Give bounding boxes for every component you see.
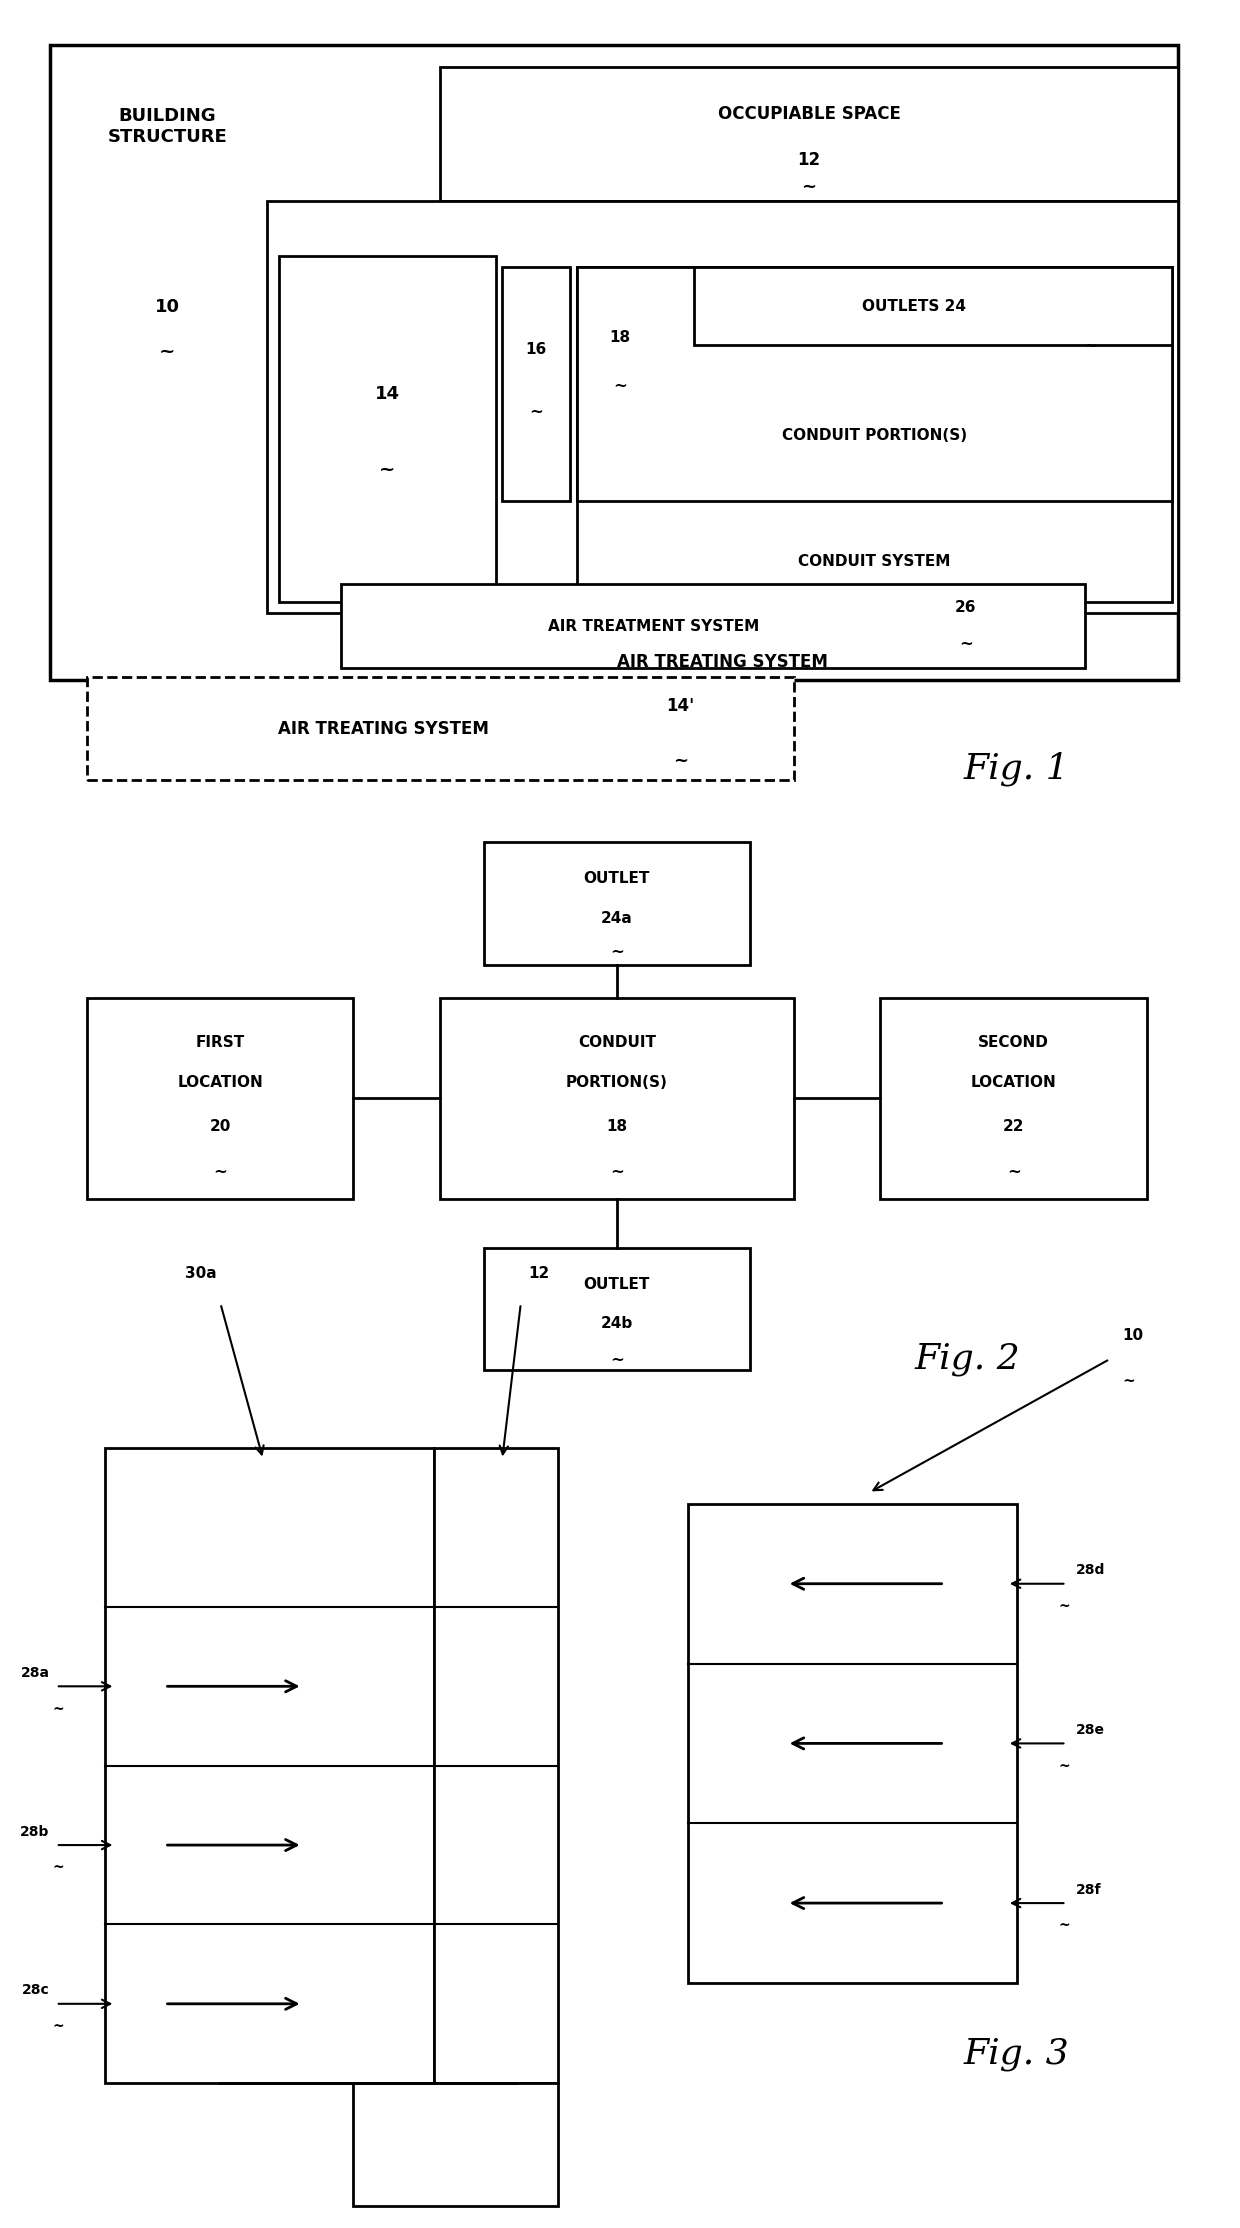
Text: OUTLET: OUTLET: [584, 1277, 650, 1292]
Bar: [341, 584, 1085, 668]
Text: ~: ~: [610, 1352, 624, 1368]
Text: Fig. 3: Fig. 3: [963, 2036, 1070, 2072]
Text: LOCATION: LOCATION: [177, 1074, 263, 1089]
Text: 10: 10: [155, 299, 180, 316]
Text: 28c: 28c: [22, 1983, 50, 1999]
Bar: [577, 267, 1172, 501]
Text: ~: ~: [673, 753, 688, 771]
Text: 30a: 30a: [185, 1266, 217, 1281]
Bar: [502, 267, 570, 501]
Text: CONDUIT PORTION(S): CONDUIT PORTION(S): [781, 428, 967, 443]
Bar: [440, 998, 794, 1199]
Bar: [87, 998, 353, 1199]
Text: 28e: 28e: [1076, 1722, 1105, 1738]
Text: AIR TREATING SYSTEM: AIR TREATING SYSTEM: [616, 653, 828, 671]
Bar: [353, 2083, 558, 2206]
Text: 24b: 24b: [600, 1317, 634, 1330]
Text: ~: ~: [52, 1860, 64, 1874]
Text: 18: 18: [609, 330, 631, 345]
Text: 20: 20: [210, 1118, 231, 1134]
Text: OUTLETS 24: OUTLETS 24: [862, 299, 966, 314]
Text: 12: 12: [797, 152, 821, 169]
Text: 12: 12: [528, 1266, 551, 1281]
Text: AIR TREATING SYSTEM: AIR TREATING SYSTEM: [278, 720, 489, 737]
Bar: [50, 45, 1178, 680]
Text: ~: ~: [610, 945, 624, 960]
Text: 28f: 28f: [1076, 1883, 1102, 1896]
Bar: [688, 1504, 1017, 1983]
Text: ~: ~: [213, 1163, 227, 1181]
Text: ~: ~: [801, 178, 817, 196]
Bar: [694, 267, 1172, 345]
Text: ~: ~: [52, 2019, 64, 2034]
Text: 28a: 28a: [21, 1667, 50, 1680]
Text: ~: ~: [1058, 1758, 1070, 1773]
Text: ~: ~: [1058, 1600, 1070, 1613]
Text: Fig. 2: Fig. 2: [914, 1341, 1021, 1377]
Text: PORTION(S): PORTION(S): [565, 1074, 668, 1089]
Text: ~: ~: [610, 1163, 624, 1181]
Text: AIR TREATMENT SYSTEM: AIR TREATMENT SYSTEM: [548, 619, 759, 633]
Text: Fig. 1: Fig. 1: [963, 751, 1070, 786]
Text: 18: 18: [606, 1118, 627, 1134]
Text: 14: 14: [374, 385, 401, 403]
Text: OUTLET: OUTLET: [584, 871, 650, 887]
Text: 16: 16: [526, 341, 547, 356]
Text: ~: ~: [159, 343, 176, 361]
Bar: [484, 1248, 750, 1370]
Bar: [87, 677, 794, 780]
Text: ~: ~: [1122, 1375, 1135, 1388]
Text: 24a: 24a: [601, 911, 632, 925]
Text: ~: ~: [379, 461, 396, 479]
Text: CONDUIT SYSTEM: CONDUIT SYSTEM: [799, 555, 950, 568]
Bar: [434, 1448, 558, 2083]
Bar: [440, 67, 1178, 201]
Text: ~: ~: [52, 1702, 64, 1716]
Text: ~: ~: [613, 379, 627, 394]
Bar: [880, 998, 1147, 1199]
Text: ~: ~: [959, 637, 973, 653]
Text: OCCUPIABLE SPACE: OCCUPIABLE SPACE: [718, 105, 900, 123]
Text: BUILDING
STRUCTURE: BUILDING STRUCTURE: [108, 107, 227, 145]
Text: LOCATION: LOCATION: [971, 1074, 1056, 1089]
Bar: [279, 256, 496, 602]
Text: 14': 14': [666, 697, 694, 715]
Text: 28d: 28d: [1076, 1564, 1106, 1577]
Text: 22: 22: [1003, 1118, 1024, 1134]
Text: FIRST: FIRST: [196, 1034, 244, 1049]
Text: ~: ~: [529, 403, 543, 421]
Text: 28b: 28b: [20, 1825, 50, 1838]
Bar: [577, 267, 1172, 602]
Text: CONDUIT: CONDUIT: [578, 1034, 656, 1049]
Text: ~: ~: [1084, 339, 1097, 354]
Bar: [484, 842, 750, 965]
Bar: [105, 1448, 434, 2083]
Text: SECOND: SECOND: [978, 1034, 1049, 1049]
Text: ~: ~: [1058, 1918, 1070, 1932]
Text: ~: ~: [1007, 1163, 1021, 1181]
Text: 10: 10: [1122, 1328, 1143, 1343]
Bar: [267, 201, 1178, 613]
Text: 26: 26: [955, 599, 977, 615]
